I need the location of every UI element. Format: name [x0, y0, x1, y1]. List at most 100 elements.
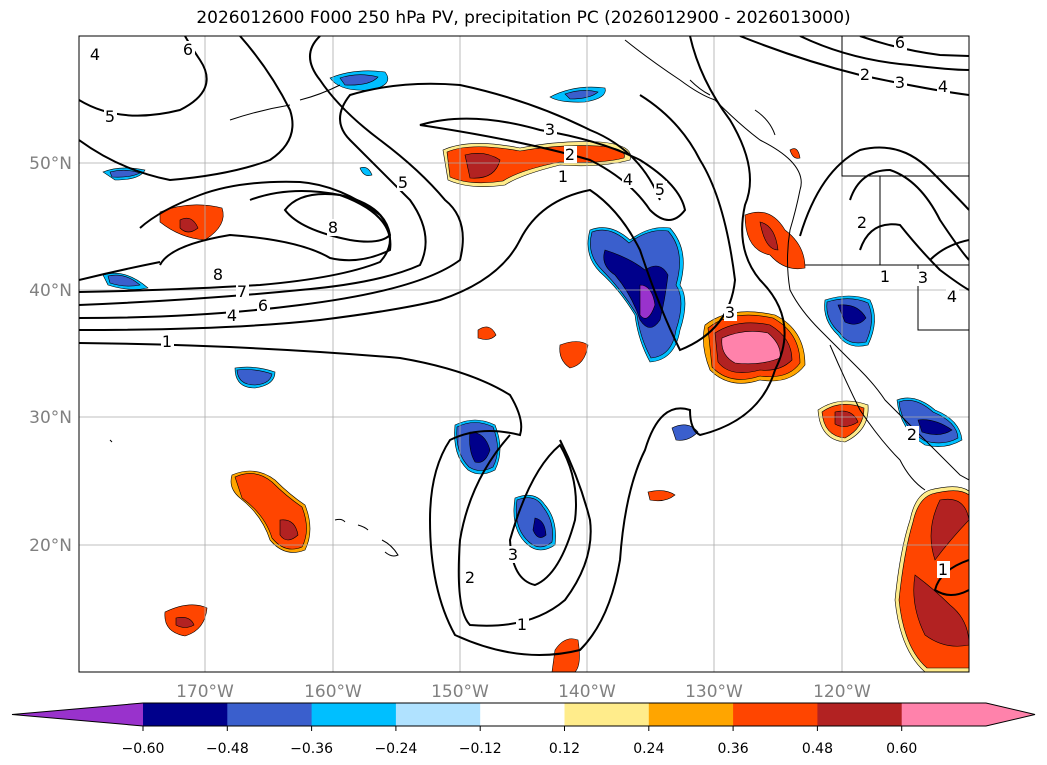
contour-label: 2 [907, 425, 917, 444]
contour-label-bg [937, 561, 950, 578]
pv-contour-6 [79, 82, 661, 306]
precip-patch [913, 574, 969, 647]
pv-contour-8b [283, 193, 392, 243]
contour-label: 2 [860, 65, 870, 84]
contour-label: 2 [465, 568, 475, 587]
precip-patch [175, 617, 195, 628]
contour-label: 1 [162, 332, 172, 351]
precip-patch [339, 74, 379, 86]
colorbar-extend-max [986, 703, 1035, 726]
colorbar-segment [311, 703, 397, 726]
colorbar-extend-min [12, 703, 143, 726]
contour-label-bg [557, 168, 570, 185]
colorbar-tick-label: 0.36 [718, 741, 749, 757]
precip-patch [671, 424, 699, 441]
colorbar-tick-label: −0.12 [459, 741, 502, 757]
contour-label-bg [507, 546, 520, 563]
contour-label: 8 [213, 265, 223, 284]
precip-patch [917, 419, 953, 435]
lat-tick-label: 30°N [29, 408, 72, 428]
contour-label-bg [859, 66, 872, 83]
colorbar-segment [817, 703, 903, 726]
pv-contour-18 [859, 223, 969, 291]
contour-label-bg [516, 616, 529, 633]
pv-contour-3 [508, 443, 577, 587]
precip-patch [639, 284, 656, 319]
precip-patch [236, 369, 273, 386]
contour-label-bg [937, 78, 950, 95]
colorbar-tick-label: 0.24 [633, 741, 664, 757]
contour-label-bg [724, 304, 737, 321]
lat-tick-label: 20°N [29, 536, 72, 556]
contour-label: 2 [857, 213, 867, 232]
colorbar-segment [227, 703, 313, 726]
lon-tick-label: 160°W [304, 682, 362, 702]
contour-label-bg [946, 288, 959, 305]
precip-patch [532, 517, 547, 538]
contour-label-bg [894, 36, 907, 51]
contour-label-bg [257, 297, 270, 314]
precip-patch [647, 490, 676, 502]
lon-tick-label: 140°W [558, 682, 616, 702]
contour-label-bg [917, 269, 930, 286]
precip-patch [721, 331, 781, 365]
lon-tick-label: 150°W [431, 682, 489, 702]
precip-patch [279, 519, 299, 541]
contour-label: 3 [508, 545, 518, 564]
contour-label: 4 [947, 287, 957, 306]
contour-label-bg [212, 266, 225, 283]
contour-label: 7 [237, 282, 247, 301]
precip-patch [551, 638, 580, 672]
contour-label: 2 [565, 145, 575, 164]
precipitation-patches [102, 70, 969, 672]
contour-label-bg [104, 108, 117, 125]
contour-label-bg [182, 41, 195, 58]
contour-label: 4 [623, 170, 633, 189]
lon-tick-label: 120°W [813, 682, 871, 702]
contour-label: 8 [328, 218, 338, 237]
contour-label-bg [236, 283, 249, 300]
pv-contour-10 [79, 36, 294, 182]
precip-patch [789, 148, 801, 159]
contour-label: 5 [655, 180, 665, 199]
pv-contour-14 [799, 36, 969, 71]
contour-label-bg [464, 569, 477, 586]
colorbar-segment [395, 703, 481, 726]
contour-label: 3 [545, 120, 555, 139]
contour-label: 1 [938, 560, 948, 579]
contour-label: 1 [558, 167, 568, 186]
lon-tick-label: 130°W [685, 682, 743, 702]
contour-label: 5 [398, 173, 408, 192]
contour-label: 6 [183, 40, 193, 59]
contour-label-bg [544, 121, 557, 138]
gridlines [79, 36, 969, 672]
colorbar-segment [564, 703, 650, 726]
pv-contour-8 [159, 190, 392, 266]
contour-label-bg [894, 74, 907, 91]
map-title: 2026012600 F000 250 hPa PV, precipitatio… [196, 8, 851, 28]
contour-label: 4 [90, 45, 100, 64]
precip-patch [477, 326, 497, 340]
precip-patch [359, 167, 373, 176]
contour-label-bg [856, 214, 869, 231]
colorbar-segment [480, 703, 565, 726]
contour-label: 6 [258, 296, 268, 315]
contour-label-bg [397, 174, 410, 191]
precip-patch [464, 153, 501, 179]
contour-label-bg [327, 219, 340, 236]
pv-contour-4 [79, 94, 737, 352]
contour-label-bg [226, 307, 239, 324]
pv-contour-1 [79, 36, 786, 656]
colorbar-segment [901, 703, 987, 726]
contour-label: 3 [725, 303, 735, 322]
contour-label: 3 [895, 73, 905, 92]
contour-label-bg [906, 426, 919, 443]
contour-label-bg [622, 171, 635, 188]
precip-patch [834, 410, 859, 427]
contour-label-bg [879, 268, 892, 285]
lat-tick-label: 40°N [29, 281, 72, 301]
contour-label: 4 [938, 77, 948, 96]
contour-label-bg [161, 333, 174, 350]
